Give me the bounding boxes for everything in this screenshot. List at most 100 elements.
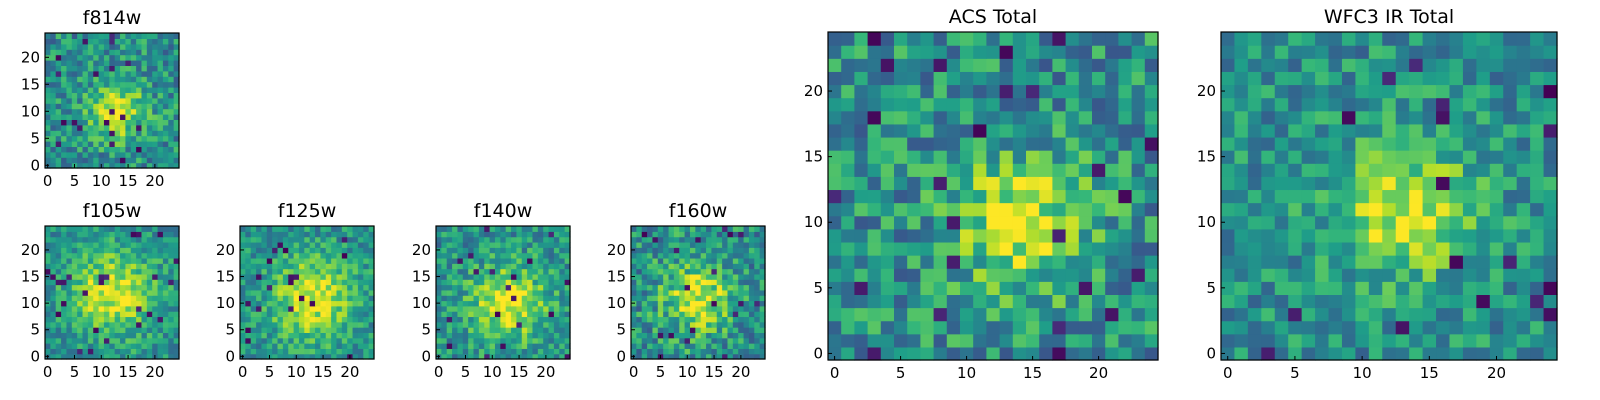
heatmap-cell xyxy=(61,81,68,88)
heatmap-cell xyxy=(516,332,523,339)
heatmap-cell xyxy=(256,300,263,307)
heatmap-cell xyxy=(907,97,921,112)
heatmap-cell xyxy=(436,279,442,286)
heatmap-cell xyxy=(668,337,675,344)
heatmap-cell xyxy=(1144,189,1159,204)
heatmap-cell xyxy=(98,273,105,280)
heatmap-cell xyxy=(1422,294,1437,309)
heatmap-cell xyxy=(173,43,180,50)
heatmap-cell xyxy=(1516,281,1531,295)
heatmap-cell xyxy=(293,226,300,232)
heatmap-cell xyxy=(125,305,132,312)
heatmap-cell xyxy=(272,226,279,232)
heatmap-cell xyxy=(130,247,137,254)
heatmap-cell xyxy=(130,273,137,280)
heatmap-cell xyxy=(130,241,137,248)
heatmap-cell xyxy=(505,236,512,243)
heatmap-cell xyxy=(828,255,842,269)
heatmap-cell xyxy=(282,236,289,243)
heatmap-cell xyxy=(368,257,375,264)
heatmap-cell xyxy=(489,289,496,296)
heatmap-cell xyxy=(277,279,284,286)
heatmap-cell xyxy=(266,268,273,275)
heatmap-cell xyxy=(71,130,78,137)
heatmap-cell xyxy=(636,263,643,270)
heatmap-cell xyxy=(673,231,680,238)
heatmap-cell xyxy=(657,316,664,323)
heatmap-cell xyxy=(352,305,359,312)
heatmap-cell xyxy=(1355,202,1370,217)
heatmap-cell xyxy=(727,311,734,318)
heatmap-cell xyxy=(673,236,680,243)
heatmap-cell xyxy=(689,305,696,312)
heatmap-cell xyxy=(543,263,550,270)
heatmap-cell xyxy=(136,300,143,307)
heatmap-cell xyxy=(867,294,882,309)
heatmap-cell xyxy=(315,252,321,259)
heatmap-cell xyxy=(1131,163,1146,177)
heatmap-cell xyxy=(1341,136,1356,151)
heatmap-cell xyxy=(527,348,534,355)
heatmap-cell xyxy=(1012,163,1027,177)
heatmap-cell xyxy=(1449,176,1464,191)
heatmap-cell xyxy=(631,284,637,291)
heatmap-cell xyxy=(162,289,169,296)
heatmap-cell xyxy=(1221,58,1236,72)
heatmap-cell xyxy=(272,268,279,275)
heatmap-cell xyxy=(146,87,153,93)
heatmap-cell xyxy=(341,231,348,238)
heatmap-cell xyxy=(647,263,654,270)
heatmap-cell xyxy=(114,38,121,45)
heatmap-cell xyxy=(347,295,354,302)
heatmap-cell xyxy=(152,247,159,254)
heatmap-cell xyxy=(1274,189,1289,204)
heatmap-cell xyxy=(505,316,512,323)
heatmap-cell xyxy=(98,135,105,142)
heatmap-cell xyxy=(125,33,132,39)
heatmap-cell xyxy=(1261,136,1276,151)
heatmap-cell xyxy=(1234,163,1249,177)
heatmap-cell xyxy=(828,307,842,322)
heatmap-cell xyxy=(87,273,94,280)
heatmap-cell xyxy=(82,119,89,126)
heatmap-cell xyxy=(1489,294,1504,309)
heatmap-cell xyxy=(657,321,664,328)
heatmap-cell xyxy=(136,316,143,323)
heatmap-cell xyxy=(66,343,73,349)
heatmap-cell xyxy=(125,241,132,248)
heatmap-cell xyxy=(103,130,110,137)
heatmap-cell xyxy=(679,252,686,259)
heatmap-cell xyxy=(1131,58,1146,72)
heatmap-cell xyxy=(141,327,148,333)
heatmap-cell xyxy=(357,332,364,339)
heatmap-cell xyxy=(1065,136,1080,151)
heatmap-cell xyxy=(141,157,148,164)
y-tick-label: 10 xyxy=(21,294,40,312)
heatmap-cell xyxy=(647,348,654,355)
heatmap-cell xyxy=(478,257,485,264)
heatmap-cell xyxy=(1543,307,1558,322)
heatmap-cell xyxy=(125,273,132,280)
heatmap-cell xyxy=(1516,268,1531,282)
heatmap-cell xyxy=(1355,110,1370,125)
heatmap-cell xyxy=(999,333,1014,348)
heatmap-cell xyxy=(71,146,78,153)
heatmap-cell xyxy=(1382,150,1397,164)
heatmap-cell xyxy=(352,300,359,307)
heatmap-cell xyxy=(93,273,100,280)
y-tick-label: 5 xyxy=(225,321,235,339)
heatmap-cell xyxy=(754,273,761,280)
heatmap-cell xyxy=(98,332,105,339)
heatmap-cell xyxy=(1052,346,1067,361)
heatmap-cell xyxy=(684,305,691,312)
heatmap-cell xyxy=(157,284,164,291)
heatmap-cell xyxy=(1409,346,1424,361)
heatmap-cell xyxy=(146,226,153,232)
heatmap-cell xyxy=(473,305,480,312)
heatmap-cell xyxy=(759,241,766,248)
heatmap-cell xyxy=(71,263,78,270)
heatmap-cell xyxy=(157,43,164,50)
heatmap-cell xyxy=(1301,136,1316,151)
heatmap-cell xyxy=(61,311,68,318)
heatmap-cell xyxy=(66,348,73,355)
